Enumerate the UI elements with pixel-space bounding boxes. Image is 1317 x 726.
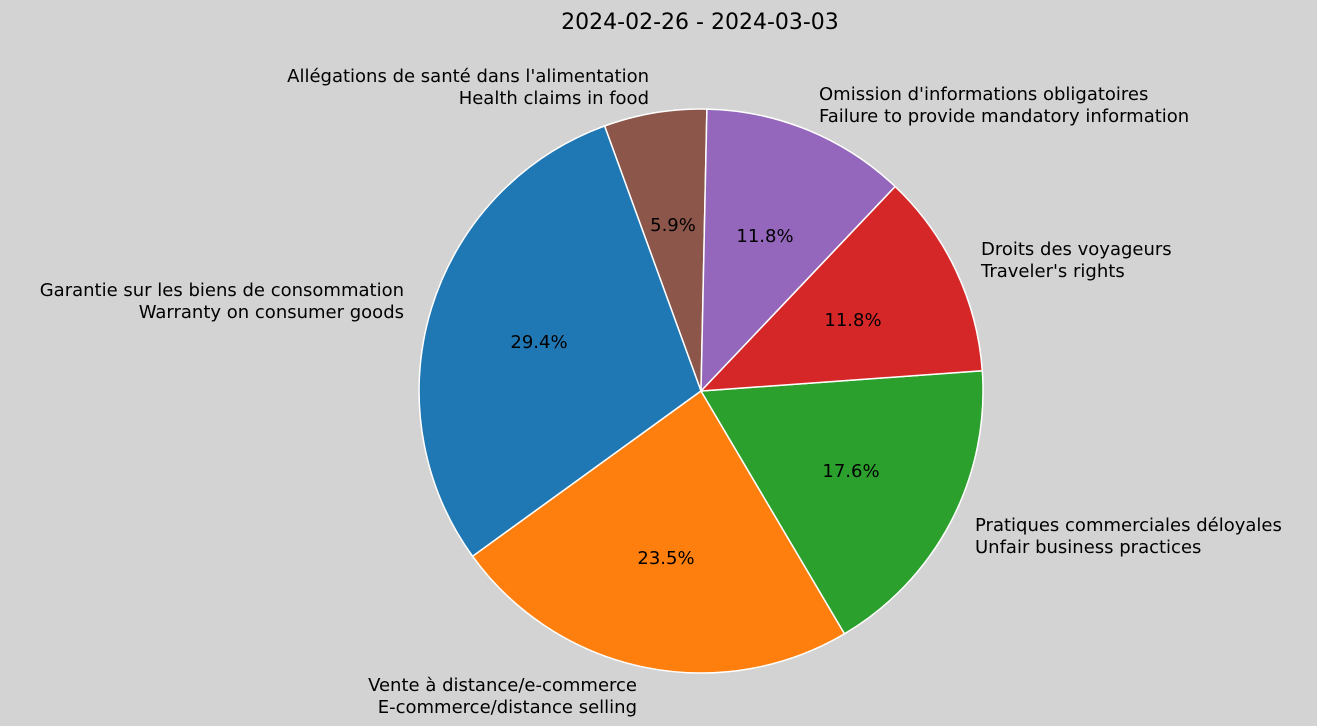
slice-label-en: Health claims in food (459, 88, 649, 109)
pct-label: 11.8% (736, 226, 793, 247)
slice-label-fr: Omission d'informations obligatoires (819, 84, 1148, 105)
slice-labels: Allégations de santé dans l'alimentation… (40, 66, 1282, 718)
slice-label-fr: Garantie sur les biens de consommation (40, 280, 404, 301)
pct-label: 17.6% (822, 461, 879, 482)
slice-label-fr: Pratiques commerciales déloyales (975, 515, 1282, 536)
slice-mandatory-info (700, 108, 896, 392)
pct-label: 29.4% (510, 332, 567, 353)
slice-label-fr: Droits des voyageurs (981, 239, 1172, 260)
slice-unfair-practices (700, 370, 984, 635)
pct-label: 11.8% (824, 310, 881, 331)
pct-label: 5.9% (650, 215, 696, 236)
slice-label-fr: Vente à distance/e-commerce (368, 675, 637, 696)
pct-label: 23.5% (637, 548, 694, 569)
slice-label-en: Failure to provide mandatory information (819, 106, 1189, 127)
slice-warranty (418, 125, 702, 558)
chart-title: 2024-02-26 - 2024-03-03 (561, 10, 839, 35)
slice-label-fr: Allégations de santé dans l'alimentation (287, 66, 649, 87)
slice-label-en: Traveler's rights (980, 261, 1125, 282)
slice-label-en: E-commerce/distance selling (378, 697, 637, 718)
slice-ecommerce (471, 390, 846, 674)
slice-label-en: Warranty on consumer goods (139, 302, 404, 323)
percent-labels: 5.9% 29.4% 23.5% 17.6% 11.8% 11.8% (510, 215, 881, 569)
pie (418, 108, 984, 674)
slice-label-en: Unfair business practices (975, 537, 1201, 558)
slice-travelers-rights (700, 185, 984, 392)
